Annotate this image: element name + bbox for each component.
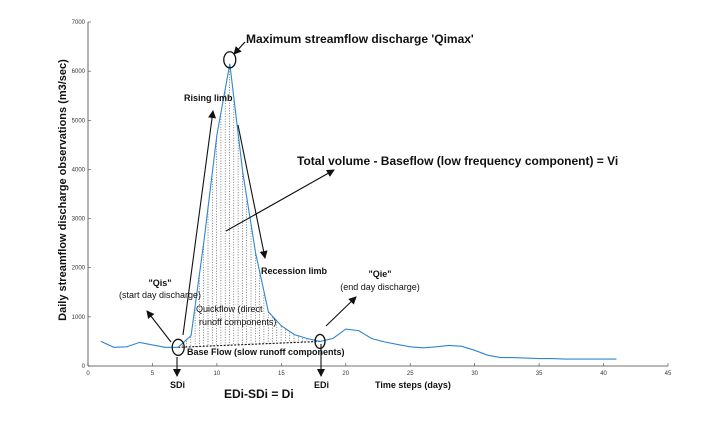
qie-desc-label: (end day discharge) — [340, 282, 420, 292]
arrow-qimax — [233, 41, 246, 55]
sdi-label: SDi — [170, 380, 185, 390]
qimax-label: Maximum streamflow discharge 'Qimax' — [246, 32, 474, 46]
x-tick-label: 5 — [151, 371, 155, 377]
y-tick-label: 5000 — [72, 118, 86, 124]
x-tick-label: 20 — [342, 371, 349, 377]
start-circle — [171, 338, 185, 356]
x-tick-label: 35 — [536, 371, 543, 377]
peak-circle — [223, 51, 237, 69]
discharge-series-line — [100, 63, 617, 360]
x-tick-label: 25 — [407, 371, 414, 377]
x-axis-label: Time steps (days) — [375, 380, 451, 390]
arrow-qie — [325, 296, 357, 327]
qie-label: "Qie" — [368, 269, 391, 279]
rising-limb-label: Rising limb — [184, 93, 233, 103]
y-tick-label: 7000 — [72, 20, 86, 26]
quickflow-hatching — [181, 66, 308, 348]
y-tick-label: 4000 — [72, 167, 86, 173]
end-circle — [314, 333, 326, 350]
x-tick-label: 40 — [600, 371, 607, 377]
x-tick-label: 30 — [471, 371, 478, 377]
x-tick-group: 0 5 10 15 20 25 30 35 40 45 — [86, 363, 672, 377]
duration-label: EDi-SDi = Di — [224, 387, 294, 401]
y-tick-label: 3000 — [72, 217, 86, 223]
arrow-volume — [225, 169, 335, 232]
baseflow-line — [178, 340, 321, 348]
y-tick-label: 6000 — [72, 69, 86, 75]
baseflow-label: Base Flow (slow runoff components) — [187, 347, 345, 357]
quickflow-label-1: Quickflow (direct — [196, 304, 263, 314]
y-tick-label: 1000 — [72, 315, 86, 321]
x-tick-label: 0 — [86, 371, 90, 377]
quickflow-label-2: runoff components) — [199, 317, 276, 327]
recession-limb-label: Recession limb — [261, 266, 328, 276]
x-tick-label: 45 — [665, 371, 672, 377]
qis-label: "Qis" — [148, 278, 171, 288]
y-tick-label: 2000 — [72, 266, 86, 272]
qis-desc-label: (start day discharge) — [119, 290, 201, 300]
arrow-recession — [237, 124, 268, 259]
arrow-rising — [182, 110, 217, 336]
x-tick-label: 10 — [214, 371, 221, 377]
y-axis-label: Daily streamflow discharge observations … — [57, 59, 69, 321]
y-tick-label: 0 — [82, 364, 86, 370]
y-tick-group: 0 1000 2000 3000 4000 5000 6000 7000 — [72, 20, 91, 370]
arrow-qis — [146, 310, 172, 343]
volume-label: Total volume - Baseflow (low frequency c… — [297, 154, 618, 168]
x-tick-label: 15 — [278, 371, 285, 377]
edi-label: EDi — [314, 380, 329, 390]
